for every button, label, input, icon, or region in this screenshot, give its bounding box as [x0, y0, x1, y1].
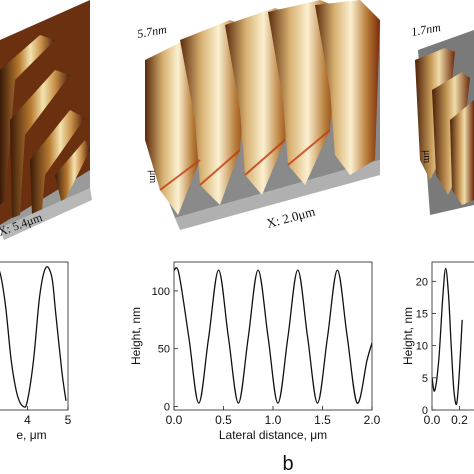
profile-chart-a: 4 5 e, μm [0, 261, 72, 442]
panel-label-b: b [282, 453, 293, 474]
afm-image-2-ridges [145, 0, 380, 215]
x-axis-label: Lateral distance, μm [219, 428, 327, 442]
profile-chart-b: 0.0 0.5 1.0 1.5 2.0 0 50 100 Lateral distance, μ… [129, 261, 381, 442]
y-tick-label: 10 [416, 341, 428, 353]
plot-frame [431, 261, 474, 411]
x-tick-label: 1.0 [265, 413, 282, 427]
x-tick-label: 0.0 [424, 413, 441, 427]
series-line [432, 267, 463, 406]
y-axis-label: Height, nm [129, 307, 143, 365]
y-tick-label: 50 [158, 344, 170, 356]
x-tick-label: 0.0 [166, 413, 183, 427]
afm-image-2-x-label: X: 2.0μm [265, 204, 317, 231]
afm-image-3-z-label: 1.7nm [410, 20, 442, 39]
x-tick-label: 2.0 [364, 413, 381, 427]
y-tick-label: 0 [422, 405, 428, 417]
x-tick-label: 1.5 [314, 413, 331, 427]
x-tick-label: 0.2 [451, 413, 468, 427]
x-tick-label: 4 [24, 413, 31, 427]
y-axis-label: Height, nm [401, 307, 415, 365]
series-line [174, 267, 372, 404]
x-tick-label: 0.5 [215, 413, 232, 427]
series-line [0, 266, 67, 408]
plot-frame [173, 261, 373, 411]
afm-image-2: 5.7nm X: 2.0μm μm [136, 0, 380, 231]
y-tick-label: 15 [416, 308, 428, 320]
afm-image-3-ridges [415, 48, 474, 205]
afm-image-3-y-label-fragment: μm [421, 150, 432, 163]
x-axis-label: e, μm [16, 428, 46, 442]
y-tick-label: 100 [152, 286, 170, 298]
afm-image-1: X: 5.4μm [0, 0, 92, 240]
afm-image-2-z-label: 5.7nm [136, 22, 168, 41]
x-tick-label: 5 [65, 413, 72, 427]
profile-chart-c: 0.0 0.2 0 5 10 15 20 Height, nm [401, 261, 474, 427]
afm-image-2-y-label-fragment: μm [147, 170, 158, 183]
y-tick-label: 0 [164, 402, 170, 414]
afm-image-1-ridges [0, 35, 90, 218]
afm-image-3: 1.7nm μm [410, 20, 474, 215]
plot-frame [0, 261, 69, 411]
y-tick-label: 20 [416, 276, 428, 288]
y-tick-label: 5 [422, 373, 428, 385]
